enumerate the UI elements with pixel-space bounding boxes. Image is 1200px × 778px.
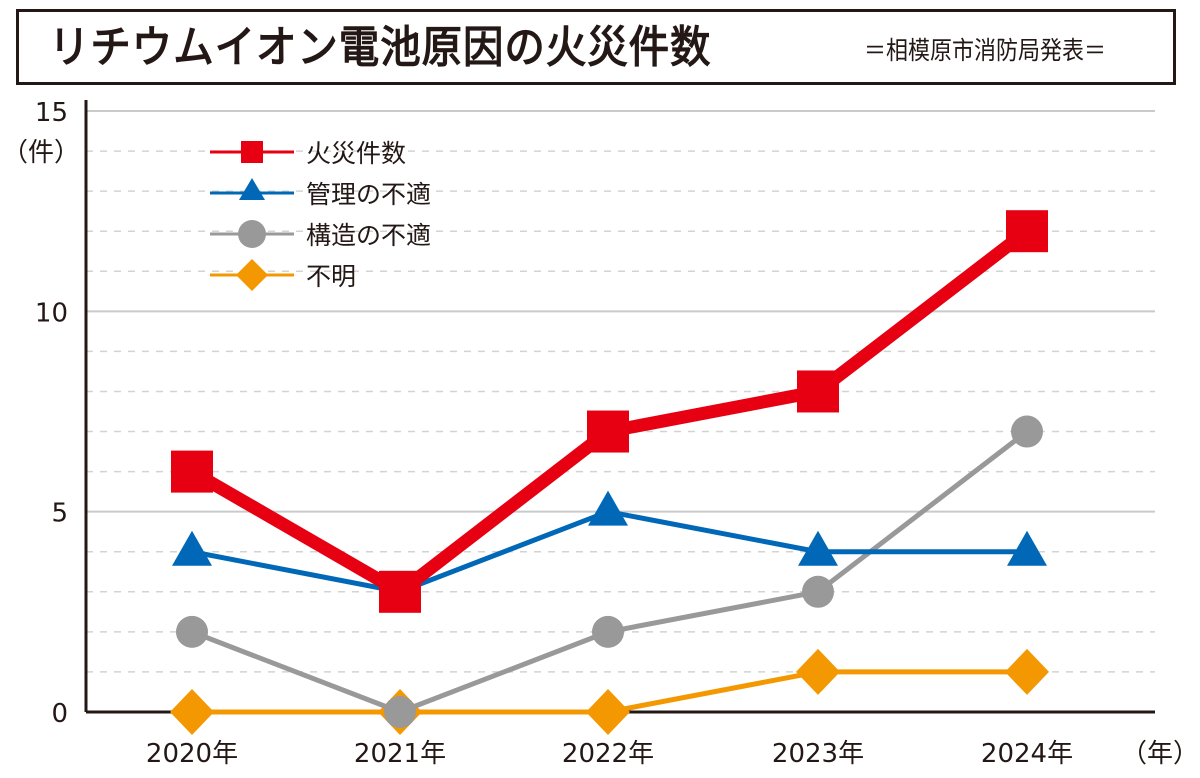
x-tick-labels: 2020年 2021年 2022年 2023年 2024年 （年） [146,739,1199,769]
legend-item: 構造の不適 [210,220,431,250]
circle-marker [802,575,834,608]
series-triangle [172,490,1047,606]
triangle-marker [172,530,212,566]
chart-title: リチウムイオン電池原因の火災件数 [49,22,712,73]
triangle-marker [239,178,265,200]
circle-marker [384,696,416,728]
square-marker [797,370,839,413]
legend-label: 管理の不適 [306,180,431,209]
diamond-marker [236,259,268,291]
y-tick-label: 15 [35,98,68,128]
triangle-marker [798,530,838,566]
legend-item: 火災件数 [210,139,406,168]
square-marker [379,570,421,613]
series-diamond [170,648,1049,735]
diamond-marker [170,689,214,735]
y-tick-label: 10 [35,298,68,328]
square-marker [1006,210,1048,253]
x-tick-label: 2022年 [562,739,654,769]
x-tick-label: 2023年 [772,739,864,769]
legend-label: 不明 [306,262,356,291]
series-circle [176,415,1043,728]
x-tick-label: 2024年 [981,739,1073,769]
series-group [170,210,1049,735]
legend-item: 不明 [210,259,356,291]
x-axis-unit-label: （年） [1121,739,1199,769]
legend-label: 構造の不適 [306,221,431,250]
series-square [171,210,1048,613]
diamond-marker [586,689,630,735]
y-tick-label: 5 [51,499,68,529]
x-tick-label: 2020年 [146,739,238,769]
square-marker [171,450,213,493]
circle-marker [592,615,624,648]
diamond-marker [796,648,840,695]
square-marker [587,410,629,453]
circle-marker [238,220,266,248]
legend-item: 管理の不適 [210,178,431,209]
square-marker [241,141,263,163]
chart-subtitle: ＝相模原市消防局発表＝ [864,36,1107,65]
x-tick-label: 2021年 [354,739,446,769]
triangle-marker [1007,530,1047,566]
y-tick-label: 0 [51,699,68,729]
y-axis-unit-label: （件） [2,138,80,168]
title-box: リチウムイオン電池原因の火災件数 ＝相模原市消防局発表＝ [16,9,1176,85]
triangle-marker [588,490,628,526]
legend-label: 火災件数 [306,139,406,168]
circle-marker [176,615,208,648]
circle-marker [1011,415,1043,448]
diamond-marker [1005,648,1049,695]
y-tick-labels: 0 5 10 15 （件） [2,98,80,729]
